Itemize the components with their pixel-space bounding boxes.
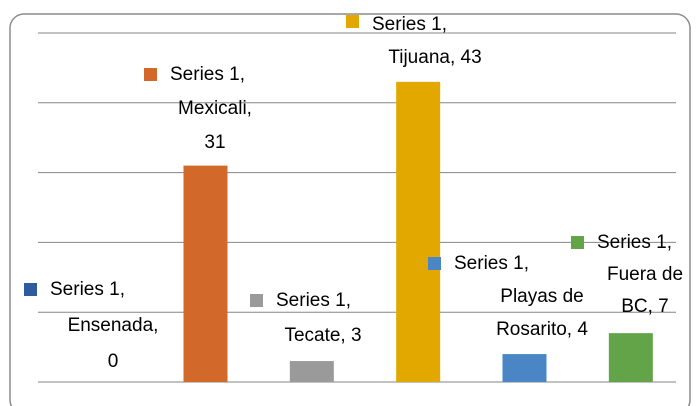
label-key bbox=[24, 283, 37, 296]
data-label: BC, 7 bbox=[621, 296, 669, 317]
bar bbox=[183, 165, 228, 382]
data-label: 31 bbox=[204, 132, 225, 153]
data-label: Series 1, bbox=[372, 14, 447, 35]
data-label: Playas de bbox=[500, 286, 583, 307]
data-label: Ensenada, bbox=[68, 315, 159, 336]
data-label: Tecate, 3 bbox=[284, 325, 361, 346]
data-label: Tijuana, 43 bbox=[388, 47, 481, 68]
label-key bbox=[571, 236, 584, 249]
data-label: Series 1, bbox=[170, 64, 245, 85]
bar bbox=[289, 361, 334, 382]
label-key bbox=[144, 68, 157, 81]
bar bbox=[396, 81, 441, 383]
data-label: Series 1, bbox=[50, 279, 125, 300]
data-label: Mexicali, bbox=[178, 98, 252, 119]
label-key bbox=[346, 15, 359, 28]
bar bbox=[502, 354, 547, 382]
data-label: Rosarito, 4 bbox=[496, 319, 588, 340]
bar bbox=[608, 333, 653, 382]
label-key bbox=[250, 294, 263, 307]
data-label: Series 1, bbox=[276, 290, 351, 311]
data-label: Fuera de bbox=[607, 264, 683, 285]
data-label: 0 bbox=[108, 351, 119, 372]
label-key bbox=[428, 257, 441, 270]
data-label: Series 1, bbox=[454, 253, 529, 274]
chart-frame bbox=[9, 13, 691, 406]
data-label: Series 1, bbox=[597, 232, 672, 253]
